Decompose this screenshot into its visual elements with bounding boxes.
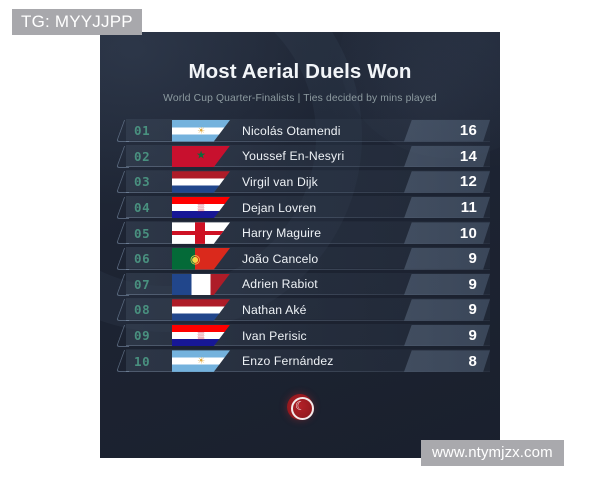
duels-won-value: 9 [468,275,477,293]
rank-number: 07 [134,276,151,292]
flag-emblem-icon: ★ [196,149,206,162]
player-name: Harry Maguire [242,226,322,241]
logo-ring-icon [290,397,314,421]
player-name: Adrien Rabiot [242,277,318,292]
tg-badge: TG: MYYJJPP [12,9,142,35]
page-subtitle: World Cup Quarter-Finalists | Ties decid… [163,93,437,104]
row-divider [126,217,490,219]
duels-won-value: 16 [459,122,477,140]
infographic-card: Most Aerial Duels Won World Cup Quarter-… [100,32,500,458]
rank-number: 08 [134,302,151,318]
value-panel: 11 [404,196,490,219]
rank-number: 03 [134,174,151,190]
value-panel: 9 [404,299,490,321]
list-item[interactable]: 05 Harry Maguire 10 [100,220,500,246]
player-name: Nicolás Otamendi [242,123,341,138]
rank-number: 04 [134,200,151,216]
duels-won-value: 10 [459,224,477,242]
row-divider [126,294,490,296]
value-panel: 9 [404,248,490,270]
flag-icon-england [172,222,230,244]
flag-icon-croatia: ▒ [172,196,230,219]
duels-won-value: 9 [468,327,477,345]
rank-number: 05 [134,225,151,241]
row-divider [126,140,490,142]
flag-icon-croatia: ▒ [172,324,230,347]
list-item[interactable]: 08 Nathan Aké 9 [100,297,500,323]
flag-icon-argentina: ☀ [172,350,230,372]
rank-number: 01 [134,123,151,139]
value-panel: 10 [404,222,490,244]
duels-won-value: 11 [460,199,477,217]
list-item[interactable]: 01 ☀ Nicolás Otamendi 16 [100,118,500,144]
row-divider [126,191,490,193]
list-item[interactable]: 07 Adrien Rabiot 9 [100,272,500,298]
flag-icon-netherlands [172,171,230,193]
duels-won-value: 9 [468,301,477,319]
list-item[interactable]: 06 ◉ João Cancelo 9 [100,246,500,272]
list-item[interactable]: 04 ▒ Dejan Lovren 11 [100,195,500,221]
duels-won-value: 12 [459,173,477,191]
player-name: Youssef En-Nesyri [242,149,345,164]
player-name: Dejan Lovren [242,200,317,215]
taichi-swirl-logo-icon: ☾ [287,393,314,421]
list-item[interactable]: 09 ▒ Ivan Perisic 9 [100,323,500,349]
rank-number: 09 [134,328,151,344]
rank-number: 02 [134,148,151,164]
value-panel: 8 [404,350,490,372]
player-name: Enzo Fernández [242,354,334,369]
flag-icon-argentina: ☀ [172,120,230,142]
list-item[interactable]: 10 ☀ Enzo Fernández 8 [100,348,500,374]
value-panel: 9 [404,324,490,347]
flag-emblem-icon: ▒ [197,201,205,212]
value-panel: 12 [404,171,490,193]
ranking-list: 01 ☀ Nicolás Otamendi 16 02 ★ Youssef En-Nesyr… [100,118,500,374]
footer-logo-wrap: ☾ [100,393,500,421]
page-title: Most Aerial Duels Won [188,60,412,83]
flag-emblem-icon: ☀ [196,125,206,136]
list-item[interactable]: 02 ★ Youssef En-Nesyri 14 [100,144,500,170]
value-panel: 9 [404,273,490,296]
row-divider [126,319,490,321]
duels-won-value: 9 [468,250,477,268]
flag-icon-france [172,273,230,296]
player-name: Ivan Perisic [242,328,307,343]
player-name: Nathan Aké [242,302,307,317]
flag-icon-morocco: ★ [172,145,230,168]
player-name: Virgil van Dijk [242,174,318,189]
value-panel: 14 [404,145,490,168]
row-divider [126,242,490,244]
value-panel: 16 [404,120,490,142]
row-divider [126,268,490,270]
duels-won-value: 8 [468,352,477,370]
row-divider [126,166,490,168]
flag-emblem-icon: ◉ [189,251,201,266]
flag-emblem-icon: ▒ [197,329,205,340]
flag-emblem-icon: ☀ [196,355,206,366]
rank-number: 06 [134,251,151,267]
watermark: www.ntymjzx.com [421,440,564,466]
logo-swirl-icon: ☾ [295,399,306,414]
row-divider [126,370,490,372]
flag-icon-netherlands [172,299,230,321]
duels-won-value: 14 [459,147,477,165]
player-name: João Cancelo [242,251,319,266]
flag-icon-portugal: ◉ [172,248,230,270]
list-item[interactable]: 03 Virgil van Dijk 12 [100,169,500,195]
row-divider [126,345,490,347]
rank-number: 10 [134,353,151,369]
